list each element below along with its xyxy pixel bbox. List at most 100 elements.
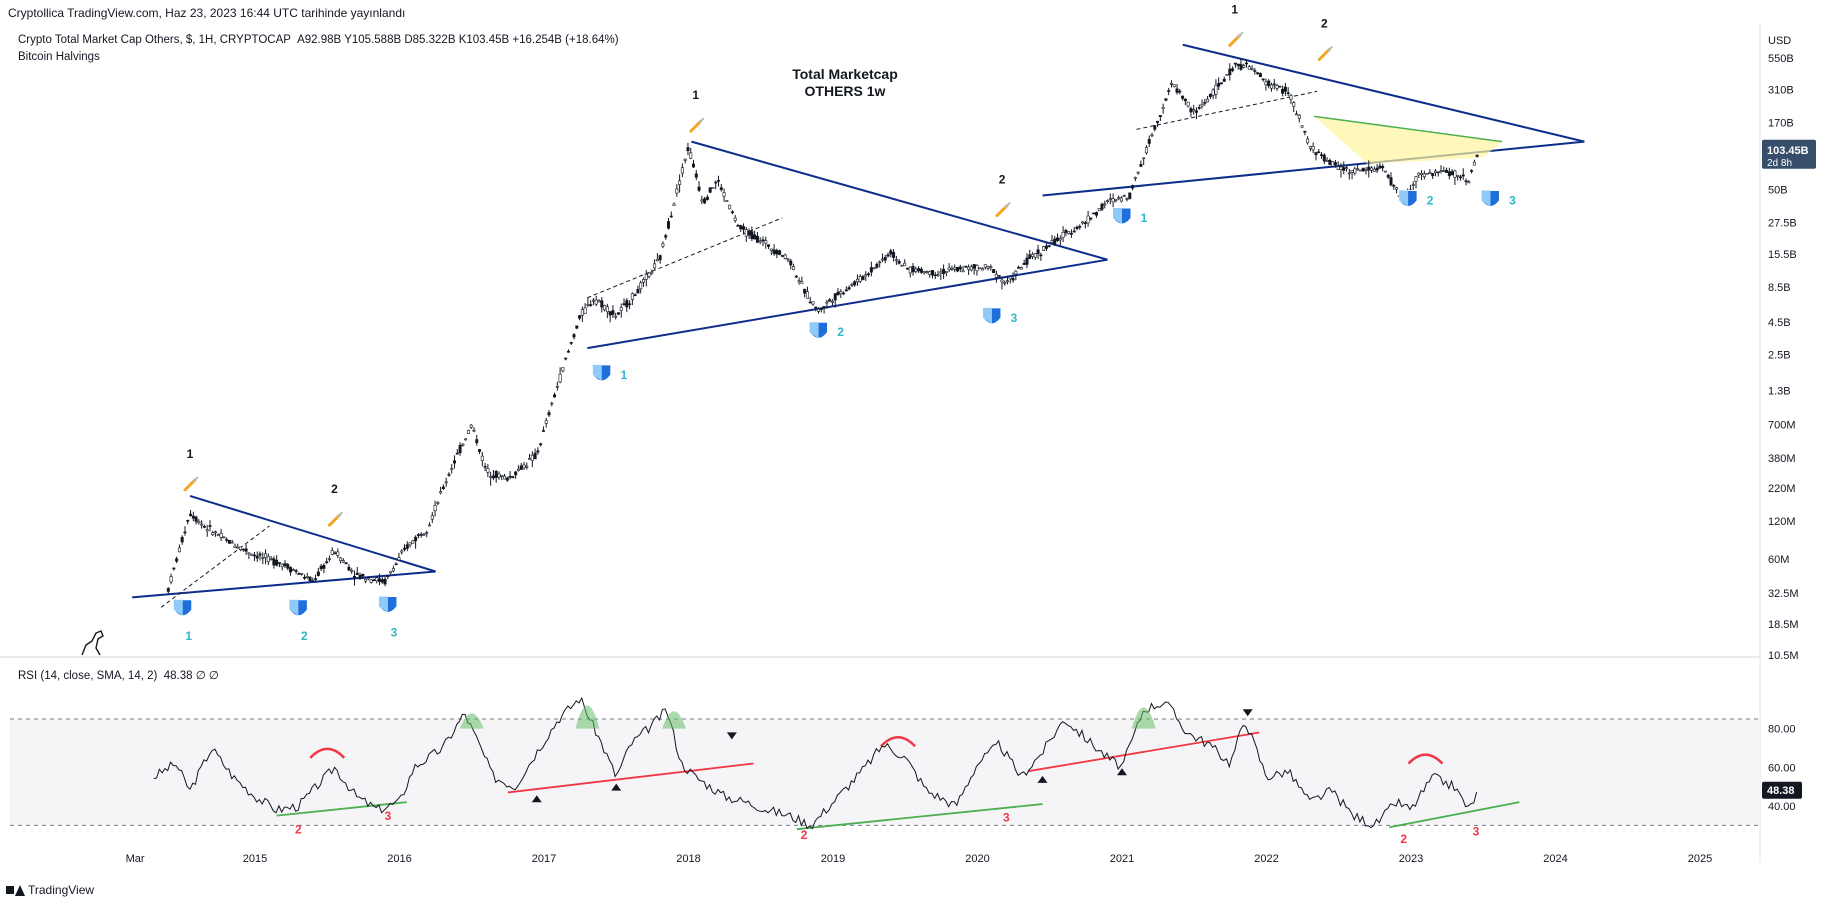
rsi-support-line-2[interactable] [796, 803, 1043, 831]
channel-dash-3[interactable] [1136, 90, 1318, 130]
triangle-pattern-fill[interactable] [1314, 116, 1503, 164]
candle-body [1219, 82, 1223, 85]
candle-body [189, 513, 193, 516]
candle-body [361, 573, 365, 577]
candle-body [252, 554, 256, 557]
candle-body [441, 486, 445, 489]
rsi-resistance-line-1[interactable] [507, 762, 754, 794]
candle-body [616, 312, 620, 315]
candle-body [1308, 146, 1312, 149]
candle-body [914, 268, 918, 272]
candle-body [583, 307, 587, 314]
candle-body [739, 225, 743, 230]
rsi-up-marker [1117, 768, 1127, 776]
candle-body [983, 264, 987, 268]
price-tick-label: 380M [1768, 453, 1796, 465]
resistance-trendline-1[interactable] [189, 494, 436, 573]
candle-body [230, 541, 234, 544]
candle-body [391, 568, 395, 572]
candle-body [928, 271, 932, 275]
price-tick-label: 60M [1768, 554, 1789, 566]
rsi-value-badge[interactable] [1762, 781, 1802, 799]
candle-body [1128, 192, 1132, 199]
time-axis[interactable]: Mar 2015 2016 2017 2018 2019 2020 2021 2022 2023 2… [126, 853, 1713, 865]
shield-highlight [982, 307, 992, 324]
candle-body [1331, 161, 1335, 167]
symbol-name[interactable]: Crypto Total Market Cap Others, $, 1H, C… [18, 34, 291, 46]
candle-body [1314, 152, 1318, 156]
rsi-up-marker [611, 783, 622, 791]
candle-body [225, 539, 229, 541]
candle-body [566, 350, 570, 353]
rsi-dome-arc[interactable] [309, 747, 346, 759]
rsi-dome-arc[interactable] [880, 736, 916, 748]
candle-body [792, 266, 796, 270]
candle-body [475, 439, 479, 444]
candle-body [1183, 98, 1187, 102]
candle-body [183, 531, 187, 534]
candle-body [327, 558, 331, 560]
channel-dash-1[interactable] [160, 525, 270, 608]
candle-body [364, 578, 368, 582]
candle-body [1383, 170, 1387, 173]
candle-body [1067, 231, 1071, 235]
candle-body [1283, 86, 1287, 92]
tradingview-footer[interactable]: TradingView [6, 883, 94, 897]
candle-body [1019, 267, 1023, 270]
triangle-upper-line[interactable] [1314, 115, 1503, 143]
candle-body [958, 266, 962, 270]
candle-body [516, 468, 520, 471]
candle-body [539, 443, 543, 446]
candle-body [725, 200, 729, 202]
candle-body [250, 554, 254, 556]
rsi-wave-label: 3 [1003, 811, 1010, 825]
candle-body [294, 570, 298, 572]
candle-body [603, 305, 607, 311]
candle-body [822, 306, 826, 309]
candle-body [825, 301, 829, 304]
candle-body [742, 226, 746, 230]
resistance-trendline-3[interactable] [1182, 43, 1585, 143]
candle-body [828, 299, 832, 302]
candle-body [1272, 83, 1276, 86]
resistance-trendline-2[interactable] [691, 140, 1108, 261]
candle-body [778, 250, 782, 255]
candle-body [653, 263, 657, 269]
channel-dash-2[interactable] [587, 217, 783, 299]
candle-body [630, 293, 634, 300]
candle-body [861, 276, 865, 280]
dinosaur-icon[interactable] [81, 630, 104, 656]
candle-body [1436, 171, 1440, 174]
rsi-dome-arc[interactable] [1407, 753, 1444, 765]
dagger-blade [192, 476, 199, 483]
price-axis[interactable]: 550B 310B 170B 50B 27.5B 15.5B 8.5B 4.5B 2.5B 1.3… [1768, 53, 1799, 662]
candle-body [1236, 63, 1240, 66]
candle-body [1445, 169, 1449, 173]
rsi-axis[interactable]: 80.00 60.00 40.00 [1768, 724, 1796, 813]
support-trendline-2[interactable] [587, 258, 1108, 350]
indicator-legend[interactable]: Bitcoin Halvings [18, 51, 100, 63]
candle-body [767, 244, 771, 247]
support-trendline-1[interactable] [132, 570, 436, 599]
candle-body [1094, 212, 1098, 216]
wave-label: 2 [1427, 194, 1434, 208]
candle-body [1014, 270, 1018, 275]
candle-body [1161, 107, 1165, 109]
rsi-line[interactable] [153, 696, 1478, 830]
candle-body [597, 300, 601, 303]
candle-body [444, 481, 448, 484]
candle-body [1258, 73, 1262, 78]
candle-body [419, 534, 423, 536]
price-tick-label: 170B [1768, 118, 1794, 130]
rsi-support-line-1[interactable] [276, 801, 407, 817]
candle-body [1103, 203, 1107, 206]
last-price-badge[interactable] [1762, 139, 1816, 169]
candle-body [1328, 160, 1332, 165]
rsi-support-line-3[interactable] [1389, 801, 1520, 829]
candle-body [211, 532, 215, 536]
rsi-legend[interactable]: RSI (14, close, SMA, 14, 2) 48.38 ∅ ∅ [18, 668, 219, 682]
candle-body [1342, 167, 1346, 171]
rsi-resistance-line-2[interactable] [1027, 731, 1260, 773]
candle-body [986, 266, 990, 269]
